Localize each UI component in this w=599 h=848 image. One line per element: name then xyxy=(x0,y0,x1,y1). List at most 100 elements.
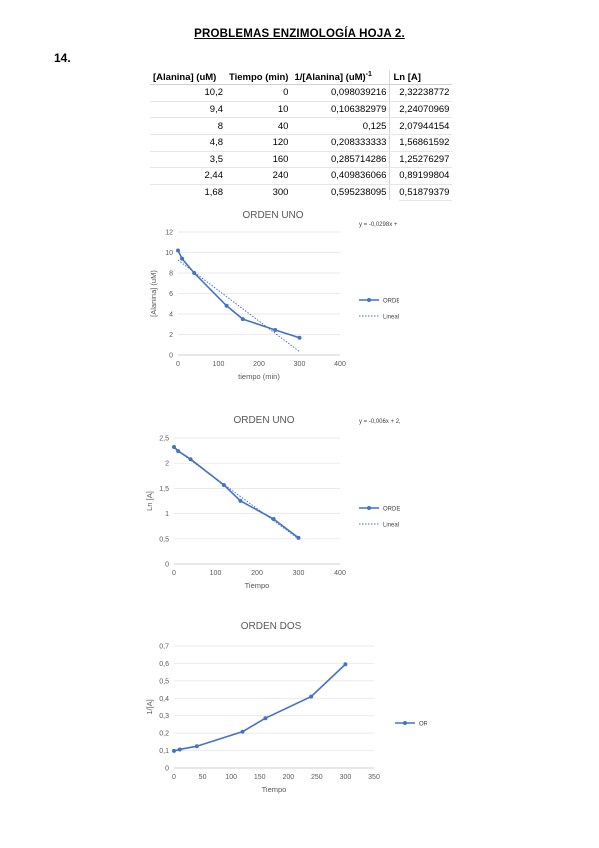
table-cell: 0,51879379 xyxy=(389,184,453,202)
table-body: 10,2 0 0,098039216 2,32238772 9,4 10 0,1063829… xyxy=(150,84,453,202)
data-point xyxy=(238,498,243,503)
y-tick-label: 12 xyxy=(165,230,173,237)
y-tick-label: 0,7 xyxy=(159,644,169,651)
x-tick-label: 400 xyxy=(334,570,346,577)
y-tick-label: 0,6 xyxy=(159,661,169,668)
y-tick-label: 0 xyxy=(169,353,173,360)
chart-panel-3: ORDEN DOS 0 0,1 0,2 0,3 0,4 0,5 0,6 0,7 0 50 100 150… xyxy=(137,615,427,805)
y-tick-label: 0,2 xyxy=(159,731,169,738)
y-tick-label: 0,5 xyxy=(159,678,169,685)
legend-entry-trendline: Lineal (ORDEN UNO) xyxy=(383,523,400,529)
y-tick-label: 2 xyxy=(165,461,169,468)
x-tick-label: 0 xyxy=(172,774,176,781)
trendline-equation: y = -0,0298x + 9,2701 xyxy=(359,222,399,228)
table-cell: 2,44 xyxy=(150,167,226,185)
x-tick-label: 50 xyxy=(199,774,207,781)
y-tick-label: 0,3 xyxy=(159,713,169,720)
legend-entry-trendline: Lineal (ORDEN UNO) xyxy=(383,315,399,321)
table-cell: 1,68 xyxy=(150,184,226,202)
table-cell: 4,8 xyxy=(150,134,226,152)
y-tick-label: 10 xyxy=(165,250,173,257)
table-cell: 9,4 xyxy=(150,101,226,119)
y-tick-label: 0,4 xyxy=(159,696,169,703)
inverse-header-text: 1/[Alanina] (uM) xyxy=(294,72,366,84)
data-point xyxy=(271,517,276,522)
data-point xyxy=(180,256,185,261)
x-tick-label: 250 xyxy=(311,774,323,781)
y-tick-label: 2,5 xyxy=(159,436,169,443)
table-row: 1,68 300 0,595238095 0,51879379 xyxy=(150,184,453,202)
inverse-header-superscript: -1 xyxy=(365,71,372,78)
legend-swatch-marker xyxy=(367,298,371,302)
x-tick-label: 300 xyxy=(294,361,306,368)
table-cell: 0,89199804 xyxy=(389,167,453,185)
table-cell: 2,32238772 xyxy=(389,84,453,102)
y-axis-label: 1/[A] xyxy=(145,699,154,714)
table-cell: 120 xyxy=(226,134,292,152)
y-axis-label: Ln [A] xyxy=(145,491,154,511)
table-row: 2,44 240 0,409836066 0,89199804 xyxy=(150,167,453,185)
x-tick-label: 300 xyxy=(293,570,305,577)
x-tick-label: 200 xyxy=(251,570,263,577)
y-tick-label: 0,5 xyxy=(159,536,169,543)
table-row: 3,5 160 0,285714286 1,25276297 xyxy=(150,151,453,169)
data-table: [Alanina] (uM) Tiempo (min) 1/[Alanina] … xyxy=(150,70,453,202)
series-line xyxy=(173,446,299,539)
table-cell: 0,208333333 xyxy=(291,134,391,152)
table-row: 10,2 0 0,098039216 2,32238772 xyxy=(150,84,453,102)
y-tick-label: 0,1 xyxy=(159,748,169,755)
data-point xyxy=(172,748,176,753)
table-cell: 40 xyxy=(226,117,292,135)
data-point xyxy=(176,248,180,253)
table-cell: 1,25276297 xyxy=(389,151,453,169)
table-cell: 3,5 xyxy=(150,151,226,169)
page-title: PROBLEMAS ENZIMOLOGÍA HOJA 2. xyxy=(194,28,405,40)
legend-entry: ORDEN UNO xyxy=(383,507,400,513)
data-point xyxy=(172,444,176,449)
table-cell: 8 xyxy=(150,117,226,135)
chart-orden-dos: ORDEN DOS 0 0,1 0,2 0,3 0,4 0,5 0,6 0,7 0 50 100 150… xyxy=(145,621,427,794)
table-cell: 0,595238095 xyxy=(291,184,391,202)
chart-panel-2: ORDEN UNO y = -0,006x + 2,3001 0 0,5 1 1,5 2 2,… xyxy=(130,406,400,601)
table-cell: 0,106382979 xyxy=(291,101,391,119)
table-cell: 0,285714286 xyxy=(291,151,391,169)
x-axis-label: Tiempo xyxy=(245,581,270,590)
data-point xyxy=(188,457,193,462)
y-tick-label: 6 xyxy=(169,291,173,298)
table-cell: 0,409836066 xyxy=(291,167,391,185)
y-tick-label: 2 xyxy=(169,332,173,339)
table-cell: 10,2 xyxy=(150,84,226,102)
column-header-tiempo: Tiempo (min) xyxy=(226,70,292,86)
x-tick-label: 150 xyxy=(254,774,266,781)
data-point xyxy=(240,317,245,322)
table-cell: 0,125 xyxy=(291,117,391,135)
x-tick-label: 200 xyxy=(253,361,265,368)
x-tick-label: 100 xyxy=(225,774,237,781)
x-tick-label: 350 xyxy=(368,774,380,781)
data-point xyxy=(263,716,268,721)
x-axis-label: Tiempo xyxy=(262,785,287,794)
x-tick-label: 0 xyxy=(176,361,180,368)
table-cell: 1,56861592 xyxy=(389,134,453,152)
chart-title: ORDEN UNO xyxy=(242,210,303,221)
data-point xyxy=(177,747,182,752)
table-cell: 2,24070969 xyxy=(389,101,453,119)
legend-entry: ORDEN UNO xyxy=(383,299,399,305)
x-axis-label: tiempo (min) xyxy=(238,372,280,381)
table-cell: 300 xyxy=(226,184,292,202)
table-cell: 160 xyxy=(226,151,292,169)
data-point xyxy=(296,535,301,540)
table-row: 9,4 10 0,106382979 2,24070969 xyxy=(150,101,453,119)
table-cell: 0 xyxy=(226,84,292,102)
x-tick-label: 300 xyxy=(340,774,352,781)
x-tick-label: 100 xyxy=(210,570,222,577)
data-point xyxy=(194,744,199,749)
data-point xyxy=(273,327,278,332)
y-tick-label: 4 xyxy=(169,312,173,319)
data-point xyxy=(224,303,229,308)
legend-swatch-marker xyxy=(367,506,371,510)
data-point xyxy=(343,662,348,667)
chart-panel-1: ORDEN UNO y = -0,0298x + 9,2701 0 2 4 6 8 10 12 0… xyxy=(137,200,399,392)
data-point xyxy=(176,449,181,454)
chart-title: ORDEN DOS xyxy=(241,621,302,632)
